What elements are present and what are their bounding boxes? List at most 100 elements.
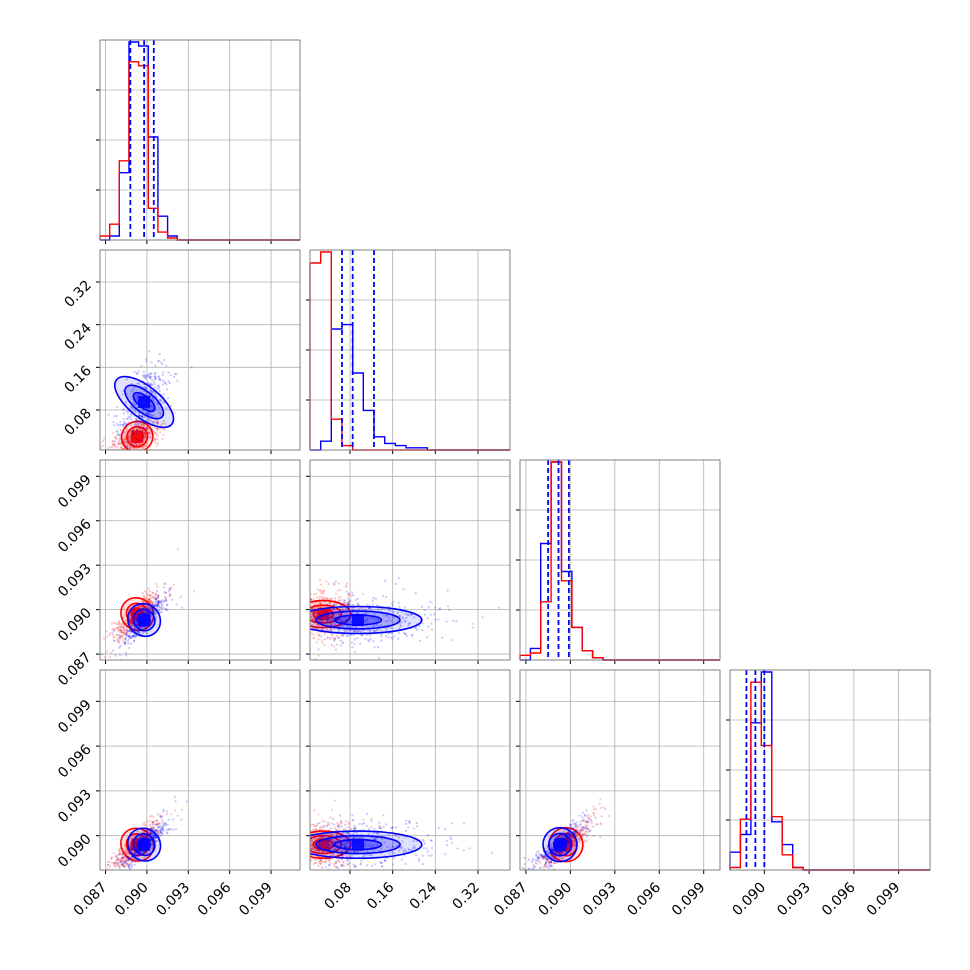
scatter-point [136,427,139,430]
scatter-point [124,651,127,654]
scatter-point [333,864,336,867]
scatter-point [545,870,547,872]
scatter-point [168,588,171,591]
scatter-point [163,586,166,589]
scatter-point [426,636,429,639]
scatter-point [142,410,145,413]
scatter-point [357,603,360,606]
scatter-point [127,436,131,439]
scatter-point [146,426,149,429]
scatter-point [158,822,161,825]
scatter-point [311,847,314,850]
scatter-point [162,400,165,403]
scatter-point [160,815,163,818]
scatter-point [152,390,155,393]
scatter-point [326,636,329,639]
scatter-point [126,411,129,414]
scatter-point [154,375,157,378]
scatter-point [320,828,323,831]
scatter-point [148,376,151,379]
scatter-point [344,845,347,848]
scatter-point [112,443,115,446]
scatter-point [126,858,129,861]
scatter-point [370,820,373,823]
scatter-point [117,442,120,445]
scatter-point [157,601,161,604]
scatter-point [305,825,307,827]
scatter-point [327,840,330,843]
scatter-point [128,629,131,632]
scatter-point [124,850,127,853]
scatter-point [114,622,117,625]
scatter-point [319,827,322,830]
scatter-point [407,875,409,877]
scatter-point [373,624,376,627]
scatter-point [155,840,158,843]
scatter-point [147,417,150,420]
scatter-point [317,638,320,641]
scatter-point [346,837,350,840]
scatter-point [426,617,429,620]
scatter-point [123,433,126,437]
scatter-point [340,864,343,867]
scatter-point [305,848,307,850]
scatter-point [126,629,129,633]
scatter-point [163,596,166,599]
scatter-point [339,608,342,611]
scatter-point [125,849,128,852]
scatter-point [354,827,357,830]
scatter-point [366,853,369,856]
scatter-point [350,633,353,637]
scatter-point [151,600,154,603]
scatter-point [131,860,134,863]
scatter-point [106,864,110,867]
scatter-point [366,603,369,606]
scatter-point [153,375,156,378]
scatter-point [345,626,349,629]
scatter-point [142,435,145,438]
scatter-point [321,595,324,599]
scatter-point [306,869,308,871]
scatter-point [142,422,145,425]
scatter-point [125,451,127,453]
scatter-point [306,632,308,634]
scatter-point [423,842,427,845]
scatter-point [305,831,307,833]
scatter-point [122,873,124,875]
scatter-point [430,839,433,842]
scatter-point [355,836,358,840]
scatter-point [120,440,123,443]
scatter-point [145,632,148,635]
scatter-point [429,600,432,603]
scatter-point [140,609,143,613]
scatter-point [158,605,161,609]
scatter-point [116,406,119,409]
scatter-point [337,599,340,602]
scatter-point [154,438,157,441]
scatter-point [382,814,385,817]
scatter-point [313,828,316,831]
scatter-point [146,413,149,416]
scatter-point [144,434,147,437]
scatter-point [330,633,334,636]
scatter-point [331,617,334,620]
scatter-point [323,589,326,592]
scatter-point [128,446,132,449]
scatter-point [113,635,117,639]
scatter-point [320,836,323,839]
scatter-point [122,439,125,442]
scatter-point [349,629,352,632]
scatter-point [371,599,374,602]
scatter-point [144,428,147,431]
scatter-point [118,865,121,868]
scatter-point [386,845,389,848]
scatter-point [168,588,172,591]
scatter-point [368,607,371,610]
scatter-point [341,634,345,638]
scatter-point [333,602,336,605]
scatter-point [137,370,140,373]
scatter-point [472,626,475,629]
scatter-point [340,850,343,853]
scatter-point [124,425,127,428]
scatter-point [338,599,341,602]
